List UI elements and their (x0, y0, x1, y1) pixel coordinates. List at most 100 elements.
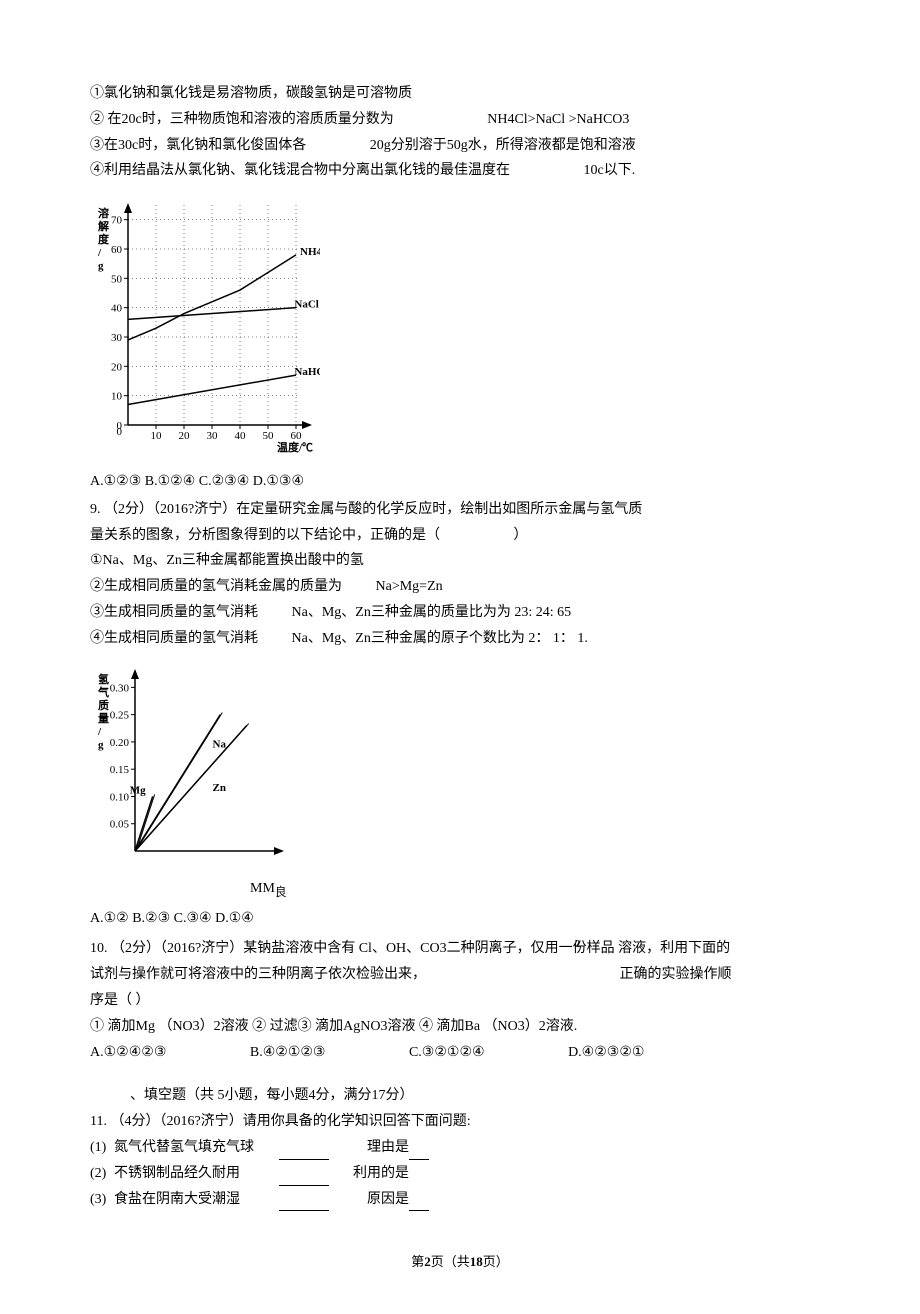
q10-options: A.①②④②③ B.④②①②③ C.③②①②④ D.④②③②① (90, 1041, 830, 1065)
blank-icon (409, 1136, 429, 1160)
q9-stmt3a: ③生成相同质量的氢气消耗 (90, 605, 258, 620)
svg-text:气: 气 (97, 685, 109, 699)
q8-stmt3b: 20g分别溶于50g水，所得溶液都是饱和溶液 (370, 138, 636, 153)
q11-r3-n: (3) (90, 1188, 114, 1212)
svg-text:/: / (97, 247, 102, 259)
q9-mm-sub: 良 (275, 886, 287, 899)
q10-line2: 试剂与操作就可将溶液中的三种阴离子依次检验出来， 正确的实验操作顺 (90, 963, 830, 987)
svg-text:质: 质 (98, 698, 109, 712)
svg-text:NaHCO3: NaHCO3 (294, 366, 320, 378)
footer-d: 18 (470, 1254, 483, 1269)
q10-line1: 10. （2分）（2016?济宁）某钠盐溶液中含有 Cl、OH、CO3二种阴离子… (90, 937, 830, 961)
q9-stmt2: ②生成相同质量的氢气消耗金属的质量为 Na>Mg=Zn (90, 575, 830, 599)
svg-text:20: 20 (111, 362, 123, 374)
q9-head3: ） (514, 528, 530, 543)
q8-stmt2b: NH4Cl>NaCl >NaHCO3 (487, 112, 629, 127)
footer-c: 页（共 (431, 1254, 470, 1269)
q9-stmt3b: Na、Mg、Zn三种金属的质量比为为 23: 24: 65 (292, 605, 572, 620)
q9-mm: MM (250, 881, 275, 896)
svg-text:60: 60 (111, 244, 123, 256)
q11-r1-t: 氮气代替氢气填充气球 (114, 1136, 279, 1160)
svg-text:30: 30 (207, 430, 219, 442)
q9-options: A.①② B.②③ C.③④ D.①④ (90, 907, 830, 931)
svg-text:0: 0 (117, 426, 123, 438)
q8-stmt4: ④利用结晶法从氯化钠、氯化钱混合物中分离出氯化钱的最佳温度在 10c以下. (90, 159, 830, 183)
blank-icon (409, 1188, 429, 1212)
q11-row3: (3) 食盐在阴南大受潮湿 原因是 (90, 1188, 830, 1212)
svg-text:NH4Cl: NH4Cl (300, 246, 320, 258)
q11-r1-m: 理由是 (329, 1136, 409, 1160)
q9-stmt3: ③生成相同质量的氢气消耗 Na、Mg、Zn三种金属的质量比为为 23: 24: … (90, 601, 830, 625)
page-footer: 第2页（共18页） (90, 1251, 830, 1273)
svg-text:Mg: Mg (130, 784, 146, 796)
q10-optC: C.③②①②④ (409, 1045, 485, 1060)
svg-text:Zn: Zn (213, 782, 226, 794)
q11-r2-m: 利用的是 (329, 1162, 409, 1186)
blank-icon (279, 1162, 329, 1186)
q10-line3: 序是（ ） (90, 989, 830, 1013)
svg-text:0.25: 0.25 (110, 709, 130, 721)
footer-a: 第 (411, 1254, 424, 1269)
q11-row1: (1) 氮气代替氢气填充气球 理由是 (90, 1136, 830, 1160)
svg-text:10: 10 (111, 391, 123, 403)
q11-head: 11. （4分）（2016?济宁）请用你具备的化学知识回答下面问题: (90, 1110, 830, 1134)
q9-head1: 9. （2分）（2016?济宁）在定量研究金属与酸的化学反应时，绘制出如图所示金… (90, 498, 830, 522)
blank-icon (279, 1188, 329, 1212)
q8-stmt3a: ③在30c时，氯化钠和氯化俊固体各 (90, 138, 306, 153)
q9-mm-label: MM良 (250, 877, 830, 903)
svg-text:温度/℃: 温度/℃ (277, 440, 313, 454)
svg-text:量: 量 (98, 712, 109, 725)
q9-stmt1: ①Na、Mg、Zn三种金属都能置换出酸中的氢 (90, 549, 830, 573)
q8-stmt2: ② 在20c时，三种物质饱和溶液的溶质质量分数为 NH4Cl>NaCl >NaH… (90, 108, 830, 132)
q11-r3-t: 食盐在阴南大受潮湿 (114, 1188, 279, 1212)
q8-stmt4b: 10c以下. (584, 163, 636, 178)
q9-stmt2b: Na>Mg=Zn (376, 579, 443, 594)
blank-icon (279, 1136, 329, 1160)
q9-head2: 量关系的图象，分析图象得到的以下结论中，正确的是（ (90, 528, 440, 543)
svg-text:0.10: 0.10 (110, 791, 130, 803)
q9-stmt2a: ②生成相同质量的氢气消耗金属的质量为 (90, 579, 342, 594)
svg-text:70: 70 (111, 215, 123, 227)
q11-r2-t: 不锈钢制品经久耐用 (114, 1162, 279, 1186)
svg-text:40: 40 (235, 430, 247, 442)
svg-text:10: 10 (151, 430, 163, 442)
q10-ops: ① 滴加Mg （NO3）2溶液 ② 过滤③ 滴加AgNO3溶液 ④ 滴加Ba （… (90, 1015, 830, 1039)
q9-stmt4b: Na、Mg、Zn三种金属的原子个数比为 2： 1： 1. (292, 631, 588, 646)
svg-text:50: 50 (111, 274, 123, 286)
q8-options: A.①②③ B.①②④ C.②③④ D.①③④ (90, 470, 830, 494)
svg-text:60: 60 (291, 430, 303, 442)
q9-stmt4: ④生成相同质量的氢气消耗 Na、Mg、Zn三种金属的原子个数比为 2： 1： 1… (90, 627, 830, 651)
svg-text:0.15: 0.15 (110, 764, 130, 776)
q10-line2b: 正确的实验操作顺 (620, 967, 732, 982)
q11-r3-m: 原因是 (329, 1188, 409, 1212)
q10-line2a: 试剂与操作就可将溶液中的三种阴离子依次检验出来， (90, 967, 426, 982)
q8-stmt2a: ② 在20c时，三种物质饱和溶液的溶质质量分数为 (90, 112, 394, 127)
svg-text:氢: 氢 (98, 672, 109, 686)
q9-head2-wrap: 量关系的图象，分析图象得到的以下结论中，正确的是（ ） (90, 524, 830, 548)
svg-text:50: 50 (263, 430, 275, 442)
svg-text:20: 20 (179, 430, 191, 442)
svg-text:/: / (97, 726, 102, 738)
q8-stmt4a: ④利用结晶法从氯化钠、氯化钱混合物中分离出氯化钱的最佳温度在 (90, 163, 510, 178)
q10-optD: D.④②③②① (568, 1045, 644, 1060)
footer-e: 页） (483, 1254, 509, 1269)
svg-text:NaCl: NaCl (294, 299, 318, 311)
svg-text:解: 解 (98, 219, 109, 233)
q11-r1-n: (1) (90, 1136, 114, 1160)
q10-optA: A.①②④②③ (90, 1045, 166, 1060)
svg-text:0.20: 0.20 (110, 736, 130, 748)
section2-head: 、填空题（共 5小题，每小题4分，满分17分） (130, 1084, 830, 1108)
q9-stmt4a: ④生成相同质量的氢气消耗 (90, 631, 258, 646)
svg-text:30: 30 (111, 332, 123, 344)
q9-chart: 0.050.100.150.200.250.30氢气质量/gNaMgZn (90, 663, 830, 872)
svg-text:g: g (98, 260, 104, 272)
q8-stmt3: ③在30c时，氯化钠和氯化俊固体各 20g分别溶于50g水，所得溶液都是饱和溶液 (90, 134, 830, 158)
q8-stmt1: ①氯化钠和氯化钱是易溶物质，碳酸氢钠是可溶物质 (90, 82, 830, 106)
svg-text:0.05: 0.05 (110, 818, 130, 830)
svg-text:40: 40 (111, 303, 123, 315)
q8-chart: 0102030405060701020304050600温度/℃溶解度/gNH4… (90, 195, 830, 464)
svg-text:度: 度 (98, 232, 110, 246)
q10-optB: B.④②①②③ (250, 1045, 326, 1060)
svg-text:溶: 溶 (98, 206, 109, 220)
svg-text:g: g (98, 739, 104, 751)
